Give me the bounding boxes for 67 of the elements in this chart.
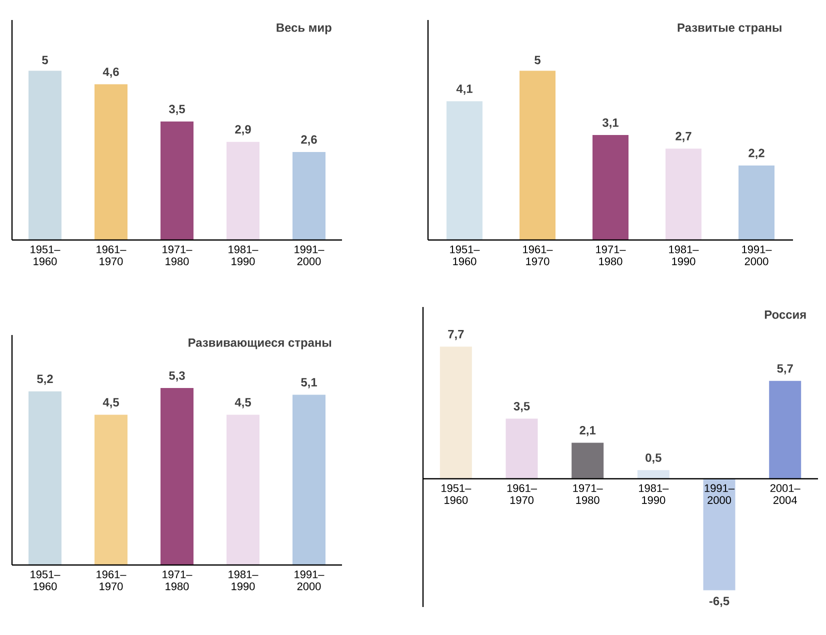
chart-title: Россия	[764, 310, 806, 319]
data-label: 2,1	[580, 426, 596, 436]
x-tick-label: 1971– 1980	[162, 570, 192, 590]
bar	[666, 148, 702, 240]
bar	[703, 478, 736, 590]
bar	[94, 414, 128, 565]
x-tick-label: 1961– 1970	[523, 246, 553, 266]
x-tick-label: 1981– 1990	[639, 484, 669, 504]
data-label: 5,2	[37, 374, 53, 385]
data-label: 3,5	[168, 104, 185, 115]
x-tick-label: 1981– 1990	[228, 246, 258, 266]
data-label: 7,7	[448, 330, 464, 340]
data-label: 2,7	[676, 132, 692, 142]
x-tick-label: 1951– 1960	[30, 570, 60, 590]
x-tick-label: 1991– 2000	[294, 570, 324, 590]
x-tick-label: 1951– 1960	[450, 246, 480, 266]
bar	[738, 166, 775, 240]
x-tick-label: 1951– 1960	[30, 246, 60, 266]
data-label: 5	[42, 56, 48, 64]
bar	[292, 394, 326, 565]
data-label: 4,1	[456, 84, 472, 95]
data-label: 3,1	[602, 118, 618, 129]
x-tick-label: 1951– 1960	[442, 484, 472, 504]
x-tick-label: 1981– 1990	[669, 246, 699, 266]
bar	[160, 122, 194, 240]
x-tick-label: 1961– 1970	[507, 484, 537, 504]
x-tick-label: 1971– 1980	[596, 246, 626, 266]
bar	[440, 346, 472, 479]
bar	[446, 101, 483, 240]
bar	[592, 135, 629, 240]
bar	[572, 442, 604, 479]
data-label: 5,1	[301, 378, 317, 388]
bar	[769, 380, 802, 479]
x-tick-label: 1971– 1980	[162, 246, 192, 266]
bar	[292, 152, 326, 240]
bar	[28, 70, 62, 240]
bar	[226, 414, 260, 565]
data-label: 5	[534, 56, 540, 64]
chart-title: Развитые страны	[678, 24, 782, 34]
bar	[520, 70, 556, 240]
bar	[28, 391, 62, 565]
data-label: 0,5	[646, 453, 662, 464]
bar	[94, 84, 128, 240]
bar	[637, 470, 670, 479]
data-label: 2,2	[748, 148, 764, 159]
bar	[506, 418, 538, 479]
chart-title: Весь мир	[276, 24, 332, 34]
data-label: 5,3	[169, 371, 185, 382]
data-label: 2,6	[301, 135, 317, 146]
data-label: 3,5	[514, 402, 530, 412]
data-label: 2,9	[235, 125, 251, 136]
bar	[226, 142, 260, 240]
data-label: 4,5	[234, 398, 251, 408]
x-tick-label: 1991– 2000	[704, 484, 734, 504]
data-label: -6,5	[709, 596, 730, 607]
bar	[160, 388, 194, 565]
data-label: 5,7	[777, 364, 793, 374]
chart-title: Развивающиеся страны	[188, 338, 332, 350]
x-tick-label: 1991– 2000	[742, 246, 772, 266]
data-label: 4,6	[102, 68, 119, 78]
data-label: 4,5	[102, 398, 119, 408]
x-tick-label: 1961– 1970	[96, 570, 126, 590]
x-tick-label: 1991– 2000	[294, 246, 324, 266]
x-tick-label: 1981– 1990	[228, 570, 258, 590]
x-tick-label: 1971– 1980	[573, 484, 603, 504]
x-tick-label: 1961– 1970	[96, 246, 126, 266]
x-tick-label: 2001– 2004	[770, 484, 800, 504]
